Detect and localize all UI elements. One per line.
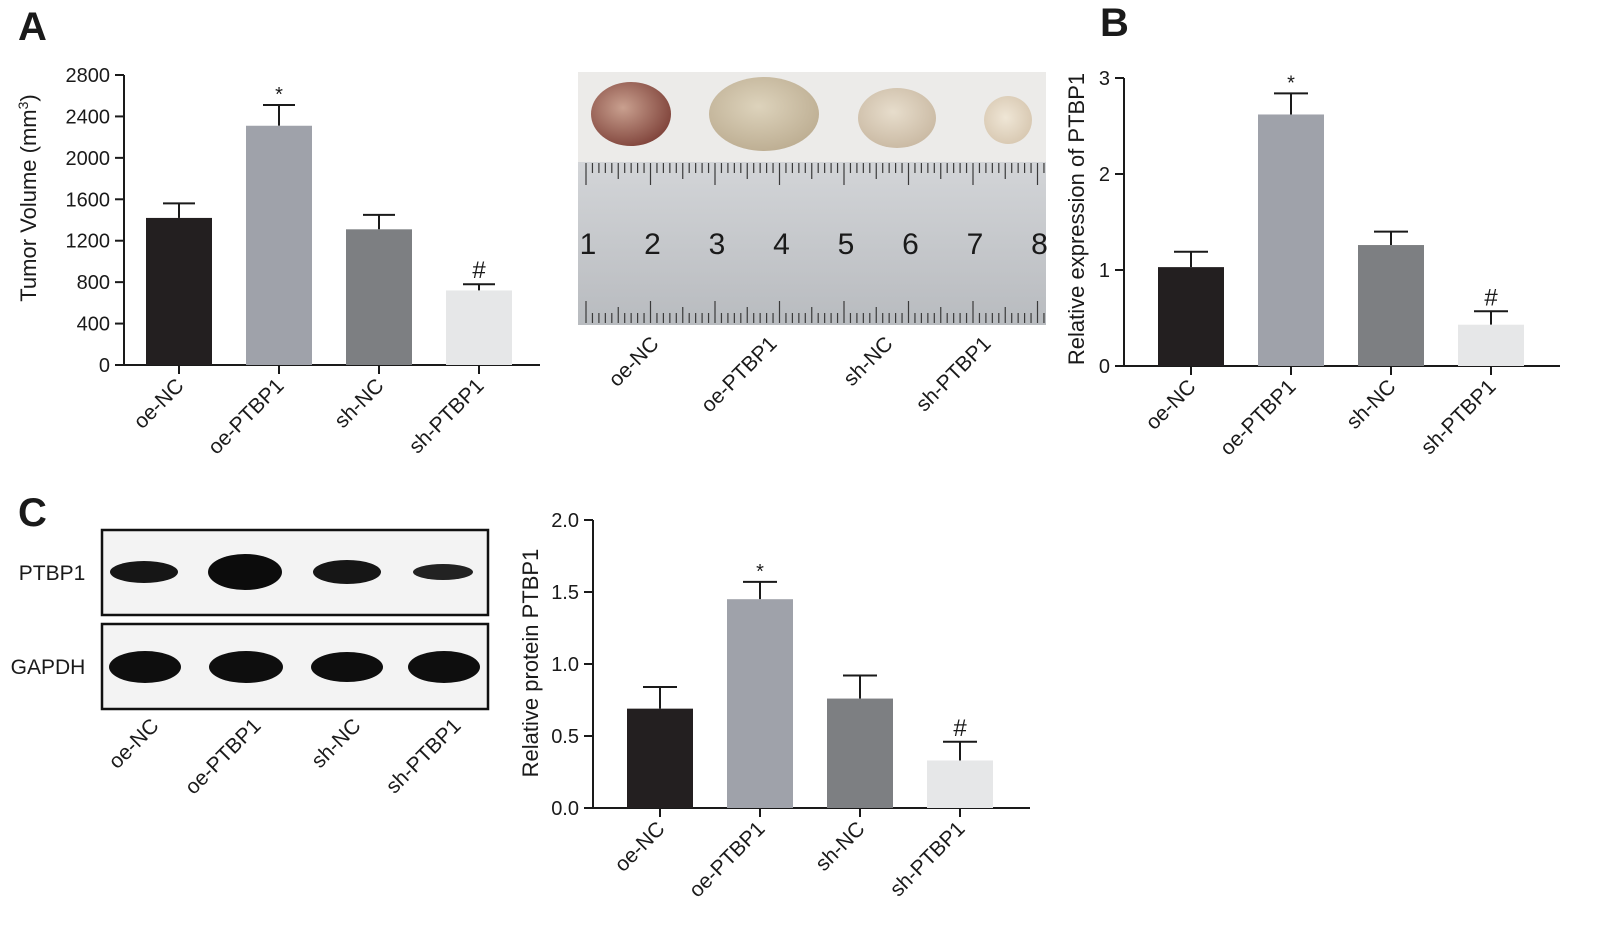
y-tick-label: 0.5 (551, 726, 579, 748)
y-tick-label: 2400 (66, 106, 111, 128)
chart-tumor-volume: Tumor Volume (mm3) 0 400 800 1200 1600 2000 24… (15, 65, 540, 459)
lane-label: oe-PTBP1 (697, 332, 782, 417)
y-tick-label: 0 (99, 355, 110, 377)
bar-oe-nc (627, 708, 693, 808)
lane-label: sh-NC (307, 714, 365, 772)
x-tick-label: sh-PTBP1 (405, 374, 489, 458)
y-tick-label: 0.0 (551, 798, 579, 820)
x-tick-label: oe-NC (610, 817, 669, 876)
x-tick-label: oe-PTBP1 (685, 817, 770, 902)
band-gapdh-sh-nc (311, 652, 383, 682)
significance-marker: * (275, 84, 283, 106)
band-gapdh-oe-ptbp1 (209, 651, 283, 683)
band-ptbp1-oe-nc (110, 561, 178, 583)
tumor-oe-nc (591, 82, 671, 146)
ruler (578, 162, 1046, 325)
y-tick-label: 400 (77, 314, 110, 336)
chart-relative-protein: Relative protein PTBP1 0.0 0.5 1.0 1.5 2.0 oe… (518, 510, 1030, 902)
y-tick-label: 2 (1099, 164, 1110, 186)
lane-label: oe-NC (104, 714, 163, 773)
chart-relative-expression: Relative expression of PTBP1 0 1 2 3 oe-NC * o… (1064, 68, 1560, 460)
ruler-number: 7 (967, 228, 984, 261)
bar-sh-ptbp1 (927, 760, 993, 808)
y-axis-label: Tumor Volume (mm3) (15, 94, 41, 301)
band-gapdh-sh-ptbp1 (408, 651, 480, 683)
y-tick-label: 1 (1099, 260, 1110, 282)
bar-oe-nc (146, 217, 212, 365)
y-tick-label: 1600 (66, 189, 111, 211)
blot-lane-labels: oe-NC oe-PTBP1 sh-NC sh-PTBP1 (104, 714, 465, 799)
western-blot: PTBP1 GAPDH oe-NC oe-PTBP1 sh-NC sh-PTBP1 (11, 528, 490, 799)
ruler-number: 3 (709, 228, 726, 261)
significance-marker: * (1287, 72, 1295, 94)
tumor-photo: 1 2 3 4 5 6 7 8 oe-NC oe-PTBP1 sh-NC sh-PTBP1 (578, 72, 1048, 417)
x-tick-label: oe-PTBP1 (1216, 375, 1301, 460)
ruler-number: 6 (902, 228, 919, 261)
bar-sh-ptbp1 (1458, 324, 1524, 366)
y-tick-label: 1.5 (551, 582, 579, 604)
band-ptbp1-sh-nc (313, 560, 381, 584)
panel-letter-b: B (1100, 1, 1129, 45)
ruler-number: 8 (1031, 228, 1048, 261)
blot-row-label-ptbp1: PTBP1 (19, 562, 86, 585)
bar-sh-nc (1358, 245, 1424, 366)
x-tick-label: sh-NC (811, 817, 869, 875)
x-tick-label: sh-NC (1342, 375, 1400, 433)
ruler-number: 2 (644, 228, 661, 261)
significance-marker: # (1484, 284, 1498, 311)
y-tick-label: 3 (1099, 68, 1110, 90)
photo-labels: oe-NC oe-PTBP1 sh-NC sh-PTBP1 (604, 332, 995, 417)
y-tick-label: 2800 (66, 65, 111, 87)
y-axis-label: Relative expression of PTBP1 (1064, 73, 1089, 365)
lane-label: oe-NC (604, 332, 663, 391)
panel-letter-c: C (18, 491, 47, 535)
y-tick-label: 1.0 (551, 654, 579, 676)
band-ptbp1-oe-ptbp1 (208, 554, 282, 590)
significance-marker: # (953, 715, 967, 742)
lane-label: sh-PTBP1 (912, 332, 996, 416)
y-tick-label: 0 (1099, 356, 1110, 378)
significance-marker: # (472, 257, 486, 284)
tumor-sh-ptbp1 (984, 96, 1032, 144)
lane-label: sh-PTBP1 (382, 714, 466, 798)
band-gapdh-oe-nc (109, 651, 181, 683)
bar-sh-nc (827, 698, 893, 808)
bar-oe-ptbp1 (1258, 114, 1324, 366)
x-tick-label: sh-PTBP1 (886, 817, 970, 901)
ruler-number: 4 (773, 228, 790, 261)
x-tick-label: oe-NC (129, 374, 188, 433)
tumor-sh-nc (858, 88, 936, 148)
blot-row-label-gapdh: GAPDH (11, 656, 86, 679)
bar-oe-ptbp1 (246, 125, 312, 365)
x-tick-label: sh-NC (330, 374, 388, 432)
bar-sh-nc (346, 229, 412, 365)
ruler-number: 5 (838, 228, 855, 261)
bar-oe-nc (1158, 267, 1224, 366)
x-tick-label: oe-PTBP1 (204, 374, 289, 459)
ruler-ticks (585, 163, 1045, 323)
tumor-oe-ptbp1 (709, 77, 819, 151)
y-tick-label: 800 (77, 272, 110, 294)
y-tick-label: 2.0 (551, 510, 579, 532)
panel-letter-a: A (18, 5, 47, 49)
y-tick-label: 2000 (66, 148, 111, 170)
x-tick-label: oe-NC (1141, 375, 1200, 434)
band-ptbp1-sh-ptbp1 (413, 564, 473, 580)
y-tick-label: 1200 (66, 231, 111, 253)
lane-label: oe-PTBP1 (181, 714, 266, 799)
significance-marker: * (756, 561, 764, 583)
bar-sh-ptbp1 (446, 290, 512, 365)
x-tick-label: sh-PTBP1 (1417, 375, 1501, 459)
lane-label: sh-NC (839, 332, 897, 390)
bar-oe-ptbp1 (727, 599, 793, 808)
ruler-numbers: 1 2 3 4 5 6 7 8 (580, 228, 1048, 261)
y-axis-label: Relative protein PTBP1 (518, 549, 543, 778)
ruler-number: 1 (580, 228, 597, 261)
